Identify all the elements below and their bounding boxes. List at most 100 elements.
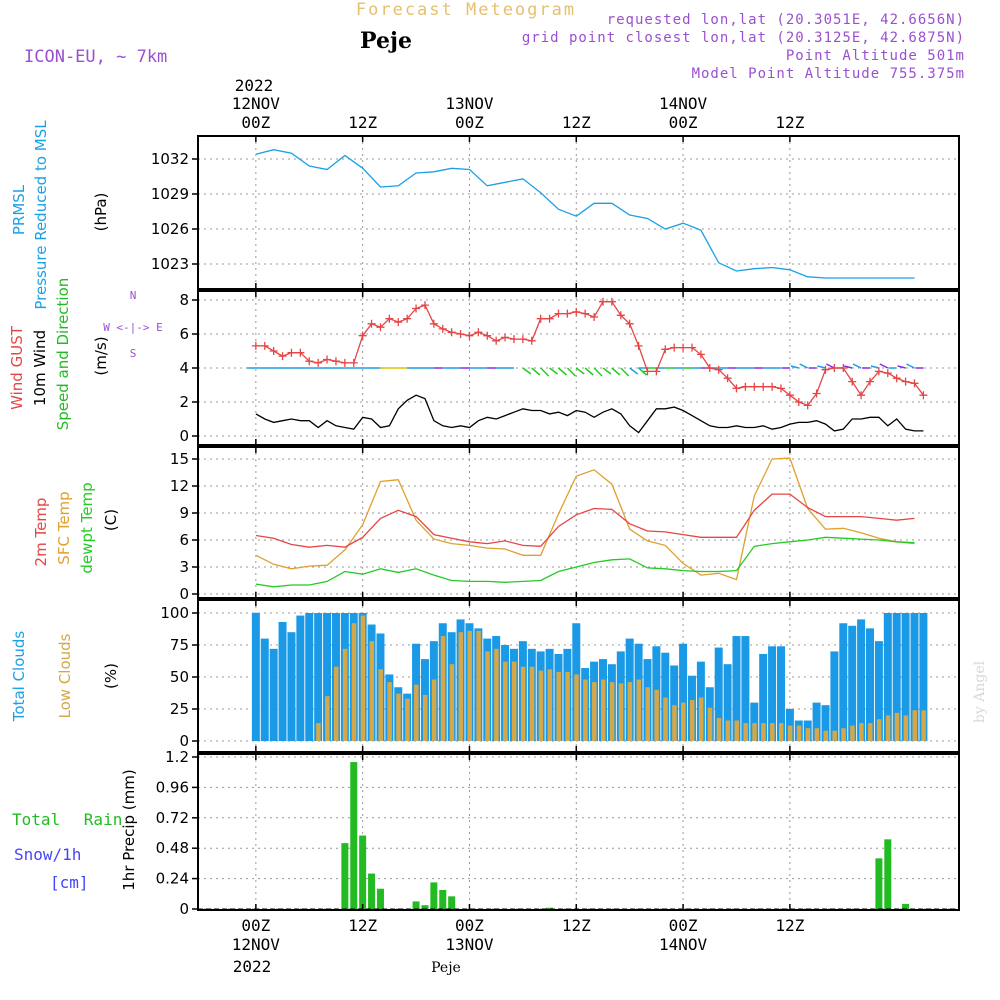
wind-label-1: Wind GUST xyxy=(8,325,26,410)
top-date-label: 13NOV xyxy=(445,94,494,113)
prmsl-line xyxy=(255,149,915,279)
low-cloud-bar xyxy=(636,679,642,741)
bottom-hour-label: 00Z xyxy=(455,916,484,935)
gust-marker xyxy=(732,384,741,393)
gust-marker xyxy=(794,398,803,406)
gust-marker xyxy=(750,382,759,391)
gust-marker xyxy=(572,307,581,316)
top-hour-label: 00Z xyxy=(669,113,698,132)
total-cloud-bar xyxy=(785,709,794,741)
low-cloud-bar xyxy=(565,671,570,741)
wind-label-3: Speed and Direction xyxy=(54,278,72,431)
low-cloud-bar xyxy=(520,666,526,741)
rain-bar xyxy=(448,896,456,909)
precip-ytick-label: 1.2 xyxy=(165,748,189,766)
low-cloud-bar xyxy=(414,684,419,741)
low-cloud-bar xyxy=(681,702,686,741)
total-cloud-bar xyxy=(750,702,759,741)
gust-marker xyxy=(509,335,518,344)
total-cloud-bar xyxy=(919,613,928,741)
gust-marker xyxy=(563,309,572,318)
wind-ytick-label: 0 xyxy=(179,427,189,445)
pressure-frame xyxy=(197,135,960,290)
temperature-ytick-label: 9 xyxy=(179,504,189,522)
wind-arrow xyxy=(790,365,799,369)
total-cloud-bar xyxy=(901,613,910,741)
low-cloud-bar xyxy=(805,728,811,741)
total-cloud-bar xyxy=(251,613,260,741)
low-cloud-bar xyxy=(876,719,882,741)
wind-arrow xyxy=(593,367,603,377)
gust-marker xyxy=(492,336,501,345)
temp-label-3: dewpt Temp xyxy=(78,482,96,573)
wind-arrow xyxy=(566,367,576,377)
temp-ylabel: (C) xyxy=(102,509,120,531)
total-cloud-bar xyxy=(260,638,269,741)
gust-marker xyxy=(830,364,839,372)
total-cloud-bar xyxy=(714,647,723,741)
total-cloud-bar xyxy=(892,613,901,741)
gust-marker xyxy=(723,374,732,383)
precip-ytick-label: 0.72 xyxy=(156,809,189,827)
wind-ytick-label: 4 xyxy=(179,359,189,377)
total-cloud-bar xyxy=(821,705,830,741)
temperature-frame xyxy=(197,446,960,599)
gust-marker xyxy=(305,357,314,366)
precip-ytick-label: 0.48 xyxy=(156,839,189,857)
total-cloud-bar xyxy=(848,625,857,741)
gust-marker xyxy=(367,319,376,328)
rain-bar xyxy=(412,901,420,909)
wind-arrow xyxy=(906,363,915,369)
gust-marker xyxy=(643,367,652,376)
total-cloud-bar xyxy=(670,665,679,741)
watermark: by Angel xyxy=(972,660,988,723)
low-cloud-bar xyxy=(627,682,633,741)
gust-marker xyxy=(776,384,785,393)
wind-ytick-label: 2 xyxy=(179,393,189,411)
gust-marker xyxy=(394,318,403,327)
gust-marker xyxy=(465,331,474,340)
gust-marker xyxy=(670,343,679,352)
precip-background xyxy=(198,754,959,910)
gust-marker xyxy=(759,382,768,391)
wind-ylabel: (m/s) xyxy=(92,336,110,375)
bottom-hour-label: 00Z xyxy=(241,916,270,935)
gust-marker xyxy=(616,311,625,320)
gust-marker xyxy=(768,382,777,391)
gust-marker xyxy=(679,343,688,352)
rain-bar xyxy=(430,882,438,909)
top-hour-label: 12Z xyxy=(348,113,377,132)
gust-marker xyxy=(403,314,412,323)
wind-arrow xyxy=(584,367,594,376)
low-cloud-bar xyxy=(360,615,366,741)
low-cloud-bar xyxy=(503,661,508,741)
total-cloud-bar xyxy=(323,613,332,741)
total-cloud-bar xyxy=(679,643,688,741)
gust-marker xyxy=(857,391,866,400)
rain-bar xyxy=(376,888,384,909)
gust-marker xyxy=(545,314,554,323)
total-cloud-bar xyxy=(874,641,883,741)
pressure-ytick-label: 1032 xyxy=(151,150,189,168)
footer-location: Peje xyxy=(431,960,461,976)
low-cloud-bar xyxy=(841,728,846,741)
gust-marker xyxy=(919,391,928,400)
dewpoint-line xyxy=(255,536,915,588)
low-cloud-bar xyxy=(850,725,855,741)
wind10m-line xyxy=(255,394,924,434)
gust-marker xyxy=(874,367,883,376)
low-cloud-bar xyxy=(796,725,802,741)
low-cloud-bar xyxy=(859,723,864,741)
sfc-temp-line xyxy=(255,457,915,581)
clouds-panel: 0 25 50 75 100 xyxy=(160,599,960,753)
low-cloud-bar xyxy=(467,630,472,741)
wind-frame xyxy=(197,290,960,446)
clouds-label-1: Total Clouds xyxy=(10,631,28,723)
low-cloud-bar xyxy=(458,632,464,741)
low-cloud-bar xyxy=(351,623,357,741)
snow-label: Snow/1h xyxy=(14,845,81,864)
gust-marker xyxy=(554,309,563,318)
total-cloud-bar xyxy=(269,648,278,741)
